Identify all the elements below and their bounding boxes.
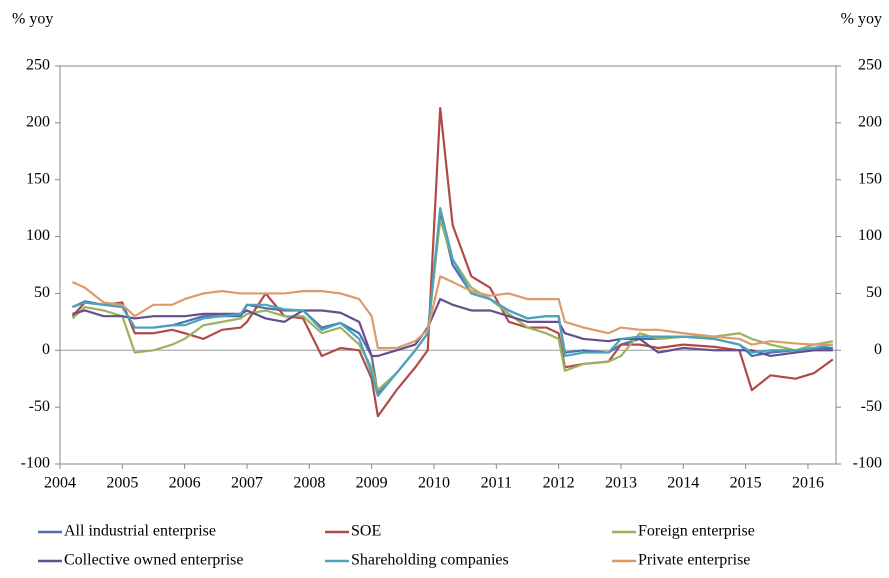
- y2-tick-label: 0: [874, 341, 882, 358]
- y2-tick-label: -100: [853, 455, 882, 472]
- x-tick-label: 2012: [543, 475, 575, 492]
- y-tick-label: -50: [29, 398, 50, 415]
- legend-label: Foreign enterprise: [638, 523, 755, 540]
- y2-tick-label: 150: [858, 170, 882, 187]
- y-axis-label: % yoy: [12, 11, 53, 28]
- y2-tick-label: 250: [858, 57, 882, 74]
- y2-tick-label: -50: [861, 398, 882, 415]
- x-tick-label: 2016: [792, 475, 824, 492]
- y-tick-label: 0: [42, 341, 50, 358]
- y-tick-label: 100: [26, 227, 50, 244]
- x-tick-label: 2014: [667, 475, 699, 492]
- y-tick-label: 150: [26, 170, 50, 187]
- y2-tick-label: 200: [858, 114, 882, 131]
- x-tick-label: 2008: [293, 475, 325, 492]
- x-tick-label: 2007: [231, 475, 263, 492]
- y2-tick-label: 100: [858, 227, 882, 244]
- x-tick-label: 2005: [106, 475, 138, 492]
- x-tick-label: 2013: [605, 475, 637, 492]
- y-tick-label: -100: [21, 455, 50, 472]
- legend-label: SOE: [351, 523, 381, 540]
- x-tick-label: 2009: [356, 475, 388, 492]
- legend-label: Shareholding companies: [351, 552, 509, 569]
- x-tick-label: 2011: [481, 475, 512, 492]
- series-line: [72, 275, 833, 350]
- x-tick-label: 2010: [418, 475, 450, 492]
- y2-axis-label: % yoy: [841, 11, 882, 28]
- x-tick-label: 2006: [169, 475, 201, 492]
- series-line: [72, 207, 834, 397]
- x-tick-label: 2015: [730, 475, 762, 492]
- plot-frame: [59, 65, 837, 465]
- y-tick-label: 200: [26, 114, 50, 131]
- y-tick-label: 50: [34, 284, 50, 301]
- y2-tick-label: 50: [866, 284, 882, 301]
- x-tick-label: 2004: [44, 475, 76, 492]
- legend-label: Private enterprise: [638, 552, 750, 569]
- legend-label: All industrial enterprise: [64, 523, 216, 540]
- legend-label: Collective owned enterprise: [64, 552, 244, 569]
- y-tick-label: 250: [26, 57, 50, 74]
